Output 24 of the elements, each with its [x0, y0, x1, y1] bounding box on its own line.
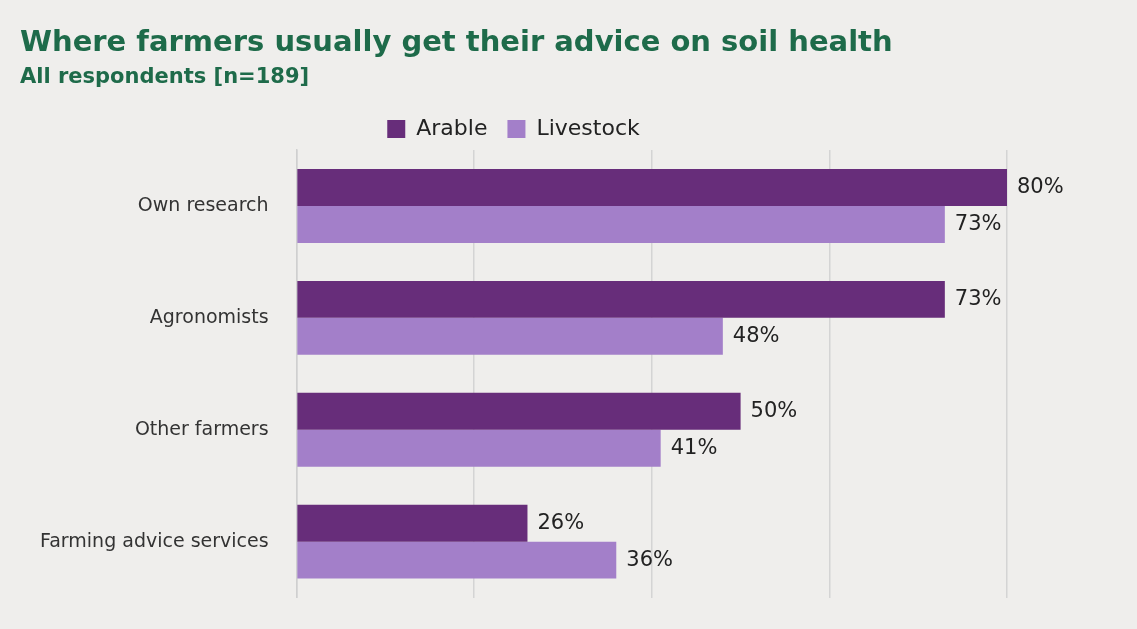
bar: [297, 280, 945, 318]
data-label: 73%: [954, 210, 1002, 235]
data-label: 36%: [626, 546, 673, 571]
data-label: 80%: [1017, 173, 1064, 198]
data-label: 26%: [537, 509, 585, 534]
data-label: 50%: [750, 397, 798, 422]
bar: [297, 429, 661, 467]
bar: [297, 205, 945, 243]
legend-label: Livestock: [536, 114, 641, 140]
bar: [297, 169, 1007, 206]
data-label: 48%: [732, 322, 780, 347]
chart-title: Where farmers usually get their advice on soil health: [20, 23, 893, 58]
y-tick-label: Other farmers: [134, 416, 269, 439]
y-tick-label: Farming advice services: [40, 528, 269, 551]
bar: [297, 504, 528, 542]
data-label: 73%: [954, 285, 1002, 310]
data-label: 41%: [670, 434, 718, 459]
bar: [297, 541, 617, 579]
bar: [297, 317, 723, 355]
y-tick-label: Agronomists: [149, 304, 269, 327]
bar: [297, 392, 741, 430]
y-tick-label: Own research: [137, 192, 269, 215]
chart-subtitle: All respondents [n=189]: [20, 63, 310, 88]
legend-label: Arable: [416, 114, 488, 140]
